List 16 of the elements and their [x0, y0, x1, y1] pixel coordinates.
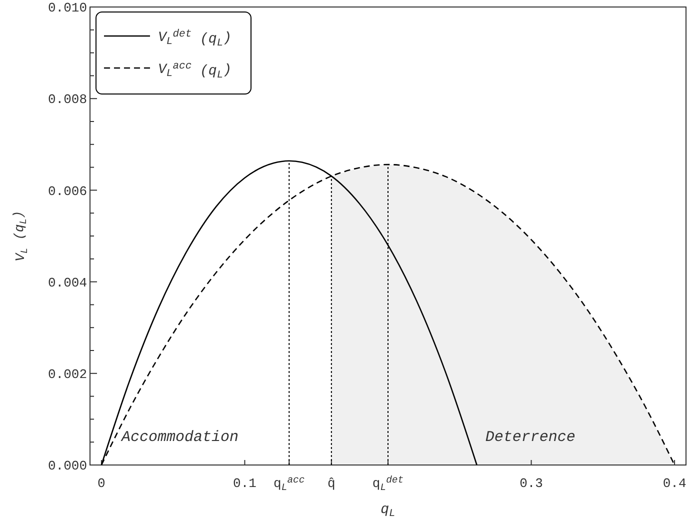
x-tick-label: 0.3: [520, 476, 543, 491]
y-tick-label: 0.008: [48, 92, 87, 108]
x-tick-label: q̂: [328, 476, 336, 491]
y-tick-label: 0.010: [48, 0, 87, 16]
x-axis-title: q$_{L}$: [380, 502, 396, 520]
y-tick-label: 0.004: [48, 275, 88, 290]
y-tick-label: 0.006: [48, 184, 87, 199]
x-tick-label: 0.4: [662, 476, 686, 491]
annotation: Deterrence: [485, 429, 576, 446]
x-tick-label: 0.1: [233, 476, 257, 491]
x-tick-label: 0: [98, 476, 106, 491]
y-tick-label: 0.002: [48, 366, 87, 382]
legend-label: V$_{L}$$^{acc}$ (q$_{L}$): [158, 60, 232, 82]
y-tick-label: 0.000: [48, 458, 87, 474]
annotation: Accommodation: [120, 429, 239, 446]
legend-label: V$_{L}$$^{det}$ (q$_{L}$): [158, 28, 232, 50]
